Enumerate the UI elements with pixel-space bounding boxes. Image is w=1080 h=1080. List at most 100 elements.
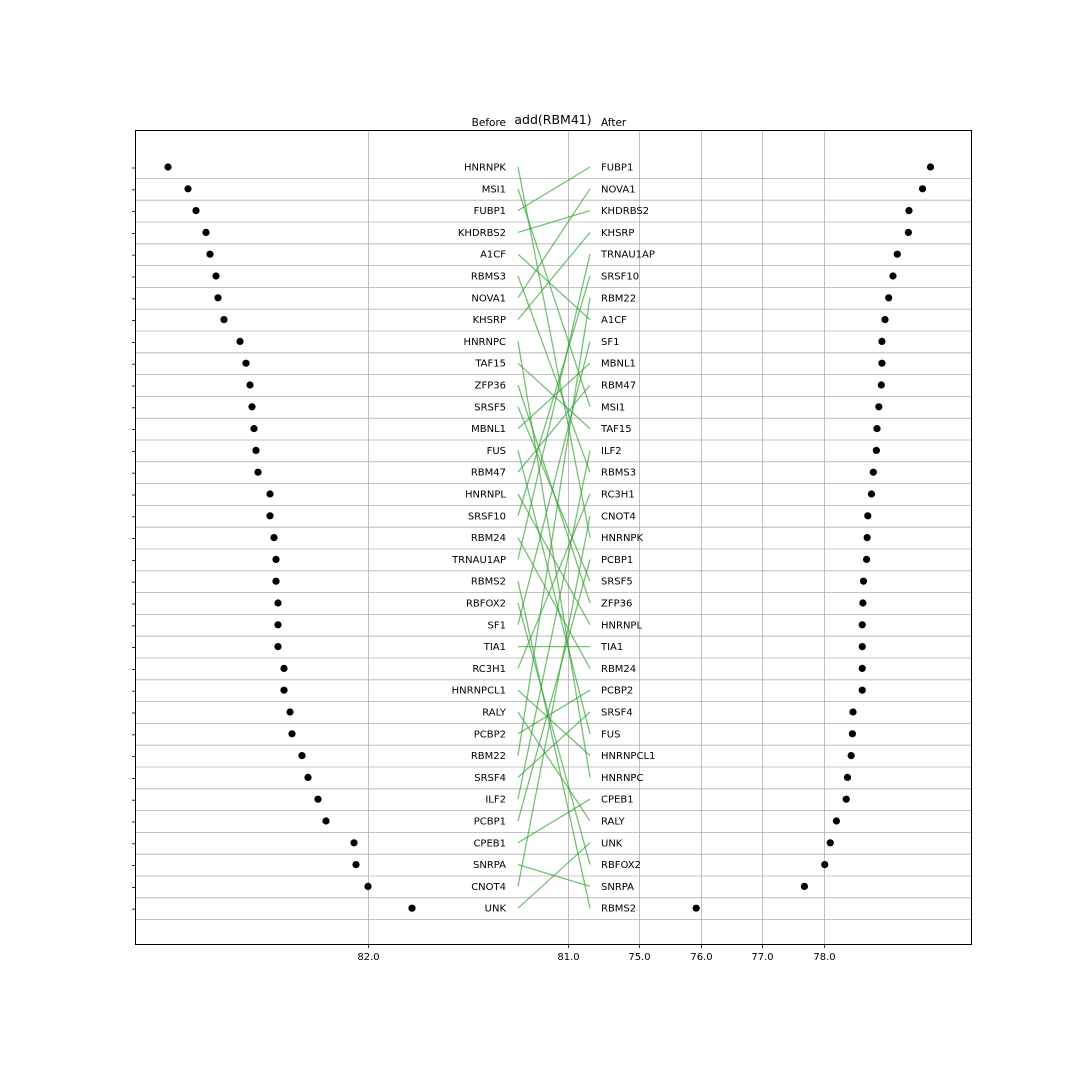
- after-label: CNOT4: [601, 511, 636, 522]
- before-label: SRSF10: [468, 511, 506, 522]
- rank-change-line: [517, 450, 591, 734]
- before-point: [250, 425, 258, 433]
- before-label: RC3H1: [472, 664, 506, 675]
- before-label: HNRNPL: [465, 490, 506, 501]
- before-label: MBNL1: [471, 424, 506, 435]
- before-label: MSI1: [482, 184, 506, 195]
- rank-change-lines: [517, 166, 591, 909]
- after-label: TIA1: [600, 642, 623, 653]
- after-label: MSI1: [601, 402, 625, 413]
- after-point: [904, 228, 912, 236]
- after-label: RBMS3: [601, 468, 636, 479]
- after-label: HNRNPCL1: [601, 751, 655, 762]
- after-point: [872, 446, 880, 454]
- after-point: [869, 468, 877, 476]
- x-tick-label: 76.0: [690, 952, 712, 963]
- before-label: SNRPA: [473, 860, 506, 871]
- before-label: HNRNPK: [464, 163, 506, 174]
- after-point: [843, 773, 852, 782]
- after-label: HNRNPK: [601, 533, 643, 544]
- before-point: [272, 555, 280, 564]
- after-point: [847, 752, 855, 760]
- after-point: [862, 555, 871, 564]
- row-labels: HNRNPK MSI1 FUBP1 KHDRBS2 A1CF RBMS3 NOVA1 KHSR…: [451, 163, 655, 915]
- rank-change-line: [517, 689, 591, 757]
- before-label: TAF15: [474, 359, 506, 370]
- rank-change-line: [517, 689, 591, 735]
- before-label: KHDRBS2: [458, 228, 506, 239]
- after-label: HNRNPL: [601, 620, 642, 631]
- before-label: RALY: [482, 708, 507, 719]
- x-tick-label: 78.0: [813, 952, 835, 963]
- after-point: [859, 577, 868, 585]
- after-point: [692, 904, 700, 912]
- after-label: SRSF10: [601, 272, 639, 283]
- before-label: PCBP1: [474, 817, 506, 828]
- after-point: [875, 403, 883, 411]
- before-point: [274, 599, 282, 607]
- rank-change-line: [517, 559, 591, 822]
- rank-change-line: [517, 406, 591, 582]
- before-label: ILF2: [485, 795, 506, 806]
- after-label: HNRNPC: [601, 773, 643, 784]
- rank-change-line: [517, 384, 591, 473]
- after-point: [858, 643, 866, 651]
- before-label: CPEB1: [473, 838, 506, 849]
- after-label: MBNL1: [601, 359, 636, 370]
- after-point: [859, 599, 867, 607]
- after-label: ZFP36: [601, 599, 632, 610]
- rank-change-line: [517, 798, 591, 844]
- rank-change-line: [517, 711, 591, 778]
- after-label: ILF2: [601, 446, 622, 457]
- after-point: [867, 490, 876, 498]
- after-label: TRNAU1AP: [600, 250, 655, 261]
- rank-change-line: [517, 450, 591, 800]
- rank-change-line: [517, 231, 591, 321]
- after-label: UNK: [601, 838, 623, 849]
- before-label: FUS: [487, 446, 506, 457]
- after-point: [877, 381, 885, 389]
- rank-change-line: [517, 188, 591, 299]
- after-label: CPEB1: [601, 795, 634, 806]
- before-point: [274, 643, 282, 651]
- before-point: [220, 316, 228, 324]
- before-point: [270, 534, 278, 542]
- after-point: [926, 163, 935, 171]
- after-point: [889, 272, 897, 280]
- before-point: [352, 861, 360, 869]
- after-point: [858, 664, 866, 673]
- before-label: FUBP1: [474, 206, 506, 217]
- before-label: RBM24: [471, 533, 506, 544]
- rank-change-line: [517, 275, 591, 473]
- after-point: [873, 425, 881, 433]
- x-tick-label: 75.0: [628, 952, 650, 963]
- before-point: [364, 882, 372, 891]
- before-label: PCBP2: [474, 729, 506, 740]
- after-point: [858, 621, 866, 629]
- after-point: [918, 185, 927, 193]
- before-label: RBFOX2: [466, 599, 506, 610]
- before-point: [184, 185, 192, 193]
- plot-frame: [135, 130, 972, 945]
- after-label: SRSF4: [601, 708, 633, 719]
- after-point: [821, 861, 829, 869]
- before-label: ZFP36: [475, 381, 506, 392]
- after-label: RBFOX2: [601, 860, 641, 871]
- after-point: [893, 250, 901, 258]
- before-point: [266, 490, 274, 498]
- before-label: RBMS3: [471, 272, 506, 283]
- before-point: [288, 730, 296, 738]
- before-label: NOVA1: [471, 293, 506, 304]
- before-point: [272, 577, 280, 585]
- after-point: [864, 512, 872, 520]
- x-tick-label: 81.0: [557, 952, 579, 963]
- after-point: [905, 207, 913, 215]
- before-point: [274, 621, 282, 629]
- before-label: TIA1: [483, 642, 506, 653]
- before-point: [304, 773, 312, 782]
- after-label: KHSRP: [601, 228, 634, 239]
- before-point: [214, 294, 222, 302]
- before-point: [266, 512, 274, 520]
- after-label: SNRPA: [601, 882, 634, 893]
